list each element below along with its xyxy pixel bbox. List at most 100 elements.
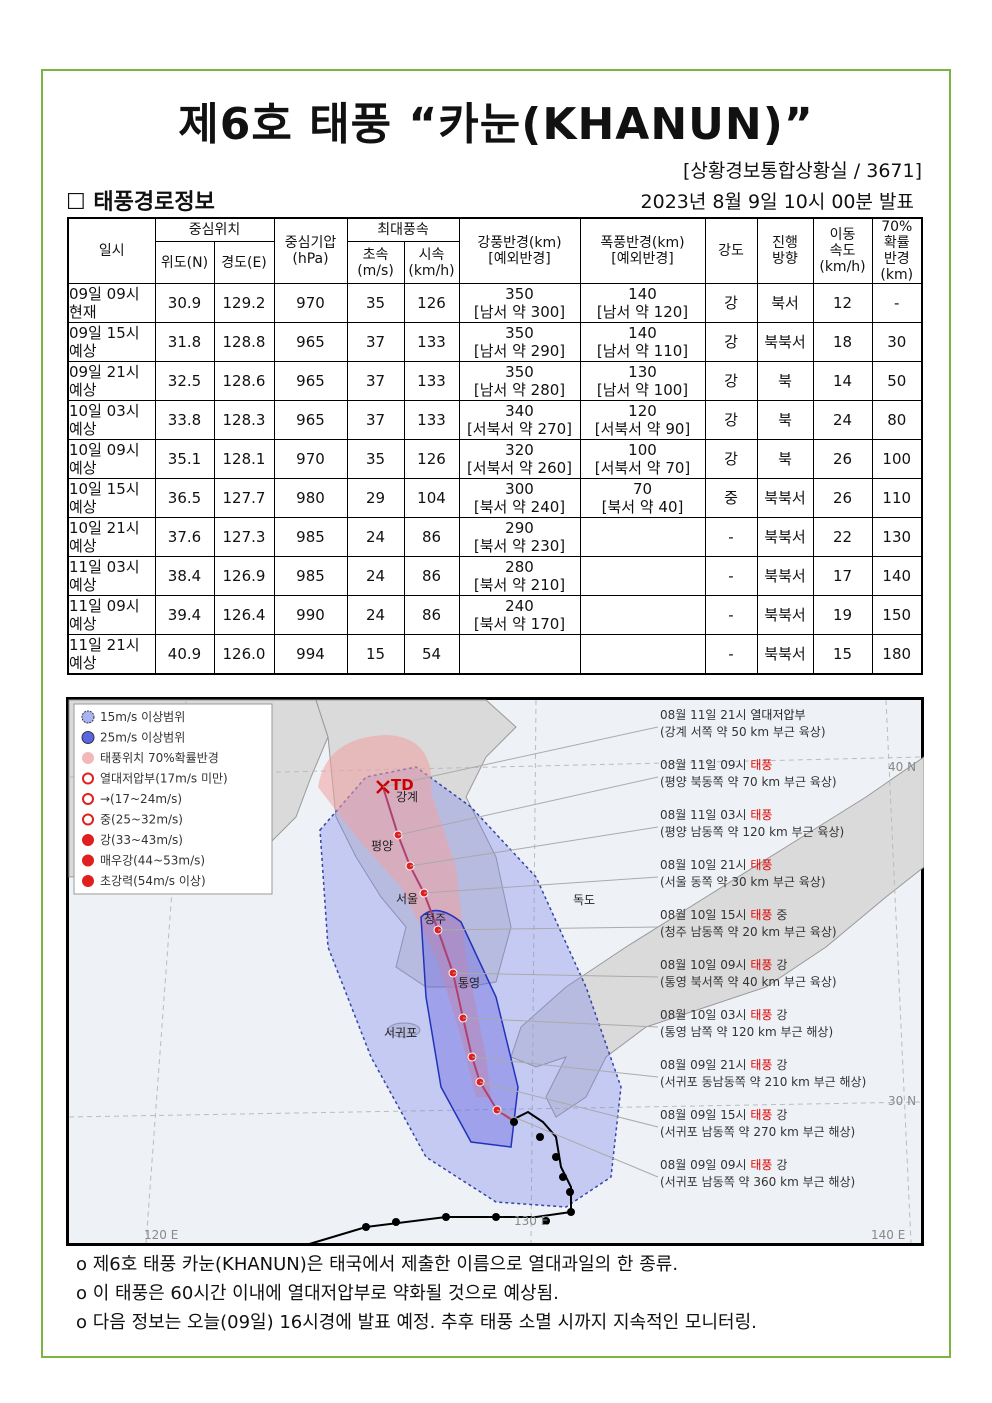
data-cell: 35 [346, 439, 405, 479]
note: o 제6호 태풍 카눈(KHANUN)은 태국에서 제출한 이름으로 열대과일의… [76, 1254, 679, 1275]
cell-line: (km/h) [408, 262, 455, 279]
data-cell: 24 [346, 556, 405, 596]
legend-label: →(17~24m/s) [100, 792, 182, 806]
cell-line: 70% [881, 219, 913, 235]
cell-line: [남서 약 300] [473, 303, 566, 321]
data-cell: 33.8 [154, 400, 215, 440]
data-cell: 36.5 [154, 478, 215, 518]
header-cell: 폭풍반경(km) [예외반경] [579, 217, 706, 284]
header-cell: 일시 [67, 217, 156, 284]
data-cell: 980 [273, 478, 348, 518]
data-cell: 26 [812, 439, 873, 479]
annotation-desc: (서귀포 남동쪽 약 270 km 부근 해상) [660, 1124, 855, 1139]
cell-line: 11일 09시 [69, 597, 140, 615]
cell-line: [남서 약 280] [473, 381, 566, 399]
data-cell: - [704, 595, 758, 635]
data-cell: 100 [871, 439, 923, 479]
place-label: 통영 [458, 976, 480, 990]
data-cell: 965 [273, 361, 348, 401]
data-cell: 104 [403, 478, 460, 518]
annotation-desc: (통영 남쪽 약 120 km 부근 해상) [660, 1024, 833, 1039]
data-cell: 22 [812, 517, 873, 557]
cell-line: 위도(N) [160, 254, 209, 271]
data-cell: 북북서 [756, 634, 814, 675]
cell-line: 예상 [69, 654, 97, 672]
data-cell: 강 [704, 361, 758, 401]
data-cell: 127.3 [213, 517, 275, 557]
data-cell: 340 [서북서 약 270] [458, 400, 581, 440]
data-cell: 17 [812, 556, 873, 596]
cell-line: (m/s) [357, 262, 394, 279]
cell-line: 11일 21시 [69, 636, 140, 654]
data-cell: 970 [273, 283, 348, 323]
annotation-time: 08월 11일 21시 [660, 708, 747, 722]
annotation-strength: 강 [776, 1058, 787, 1072]
data-cell: 북서 [756, 283, 814, 323]
data-cell [579, 517, 706, 557]
cell-line: 예상 [69, 420, 97, 438]
cell-line: 09일 09시 [69, 285, 140, 303]
legend-icon [82, 793, 94, 805]
legend-icon [82, 813, 94, 826]
cell-line: 속도 [829, 243, 856, 259]
annotation-type: 태풍 [750, 1058, 772, 1072]
data-cell: 37.6 [154, 517, 215, 557]
leader-line [479, 1081, 659, 1128]
cell-line: 경도(E) [221, 254, 267, 271]
leader-line [471, 1056, 659, 1078]
annotation-strength: 중 [776, 908, 787, 922]
annotation-strength: 강 [776, 1158, 787, 1172]
data-cell: 중 [704, 478, 758, 518]
data-cell: 30 [871, 322, 923, 362]
cell-line: 진행 [772, 235, 798, 251]
data-cell: 북북서 [756, 595, 814, 635]
cell-line: 예상 [69, 576, 97, 594]
cell-line: 확률 [883, 235, 910, 251]
data-row: 11일 03시 예상 38.4 126.9 985 24 86 280 [북서 약 210] - 북… [67, 556, 923, 596]
data-cell: 126.4 [213, 595, 275, 635]
annotation-time: 08월 09일 09시 [660, 1158, 747, 1172]
data-cell: - [871, 283, 923, 323]
header-cell: 강풍반경(km) [예외반경] [458, 217, 581, 284]
header-row: 위도(N) 경도(E) 초속 (m/s) 시속 (km/h) [68, 241, 922, 284]
annotation-type: 태풍 [750, 1158, 772, 1172]
data-cell: 강 [704, 400, 758, 440]
place-label: 서귀포 [384, 1026, 417, 1040]
data-cell: 북북서 [756, 322, 814, 362]
data-cell: 15 [346, 634, 405, 675]
note: o 다음 정보는 오늘(09일) 16시경에 발표 예정. 추후 태풍 소멸 시… [76, 1312, 757, 1333]
annotation-desc: (강계 서쪽 약 50 km 부근 육상) [660, 724, 826, 739]
legend-icon [82, 752, 94, 764]
header-cell: 위도(N) [154, 241, 215, 284]
leader-line [423, 876, 659, 894]
cell-line: [남서 약 290] [473, 342, 566, 360]
title: 제6호 태풍 “카눈(KHANUN)” [178, 99, 814, 150]
cell-line: 280 [505, 558, 534, 576]
cell-line: [예외반경] [611, 251, 674, 267]
cell-line: [서북서 약 70] [594, 459, 691, 477]
cell-line: 예상 [69, 537, 97, 555]
data-cell: 30.9 [154, 283, 215, 323]
data-cell: 37 [346, 400, 405, 440]
cell-line: 이동 [829, 227, 856, 243]
legend-icon [82, 834, 94, 846]
legend-label: 매우강(44~53m/s) [100, 854, 205, 868]
annotation-type: 태풍 [750, 1008, 772, 1022]
annotation-desc: (통영 북서쪽 약 40 km 부근 육상) [660, 974, 837, 989]
grid-label: 120 E [144, 1228, 178, 1242]
legend-box [73, 703, 273, 895]
data-cell: 133 [403, 322, 460, 362]
header-cell: 70% 확률 반경 (km) [871, 217, 923, 284]
grid-label: 40 N [888, 760, 916, 774]
data-cell: 128.8 [213, 322, 275, 362]
data-cell: 133 [403, 400, 460, 440]
issued: 2023년 8월 9일 10시 00분 발표 [640, 191, 914, 213]
data-cell: 128.6 [213, 361, 275, 401]
data-cell: 290 [북서 약 230] [458, 517, 581, 557]
data-cell: 130 [남서 약 100] [579, 361, 706, 401]
data-cell: - [704, 556, 758, 596]
header-cell: 강도 [704, 217, 758, 284]
annotation-type: 태풍 [750, 858, 772, 872]
annotation-desc: (서울 동쪽 약 30 km 부근 육상) [660, 874, 826, 889]
data-cell: 110 [871, 478, 923, 518]
